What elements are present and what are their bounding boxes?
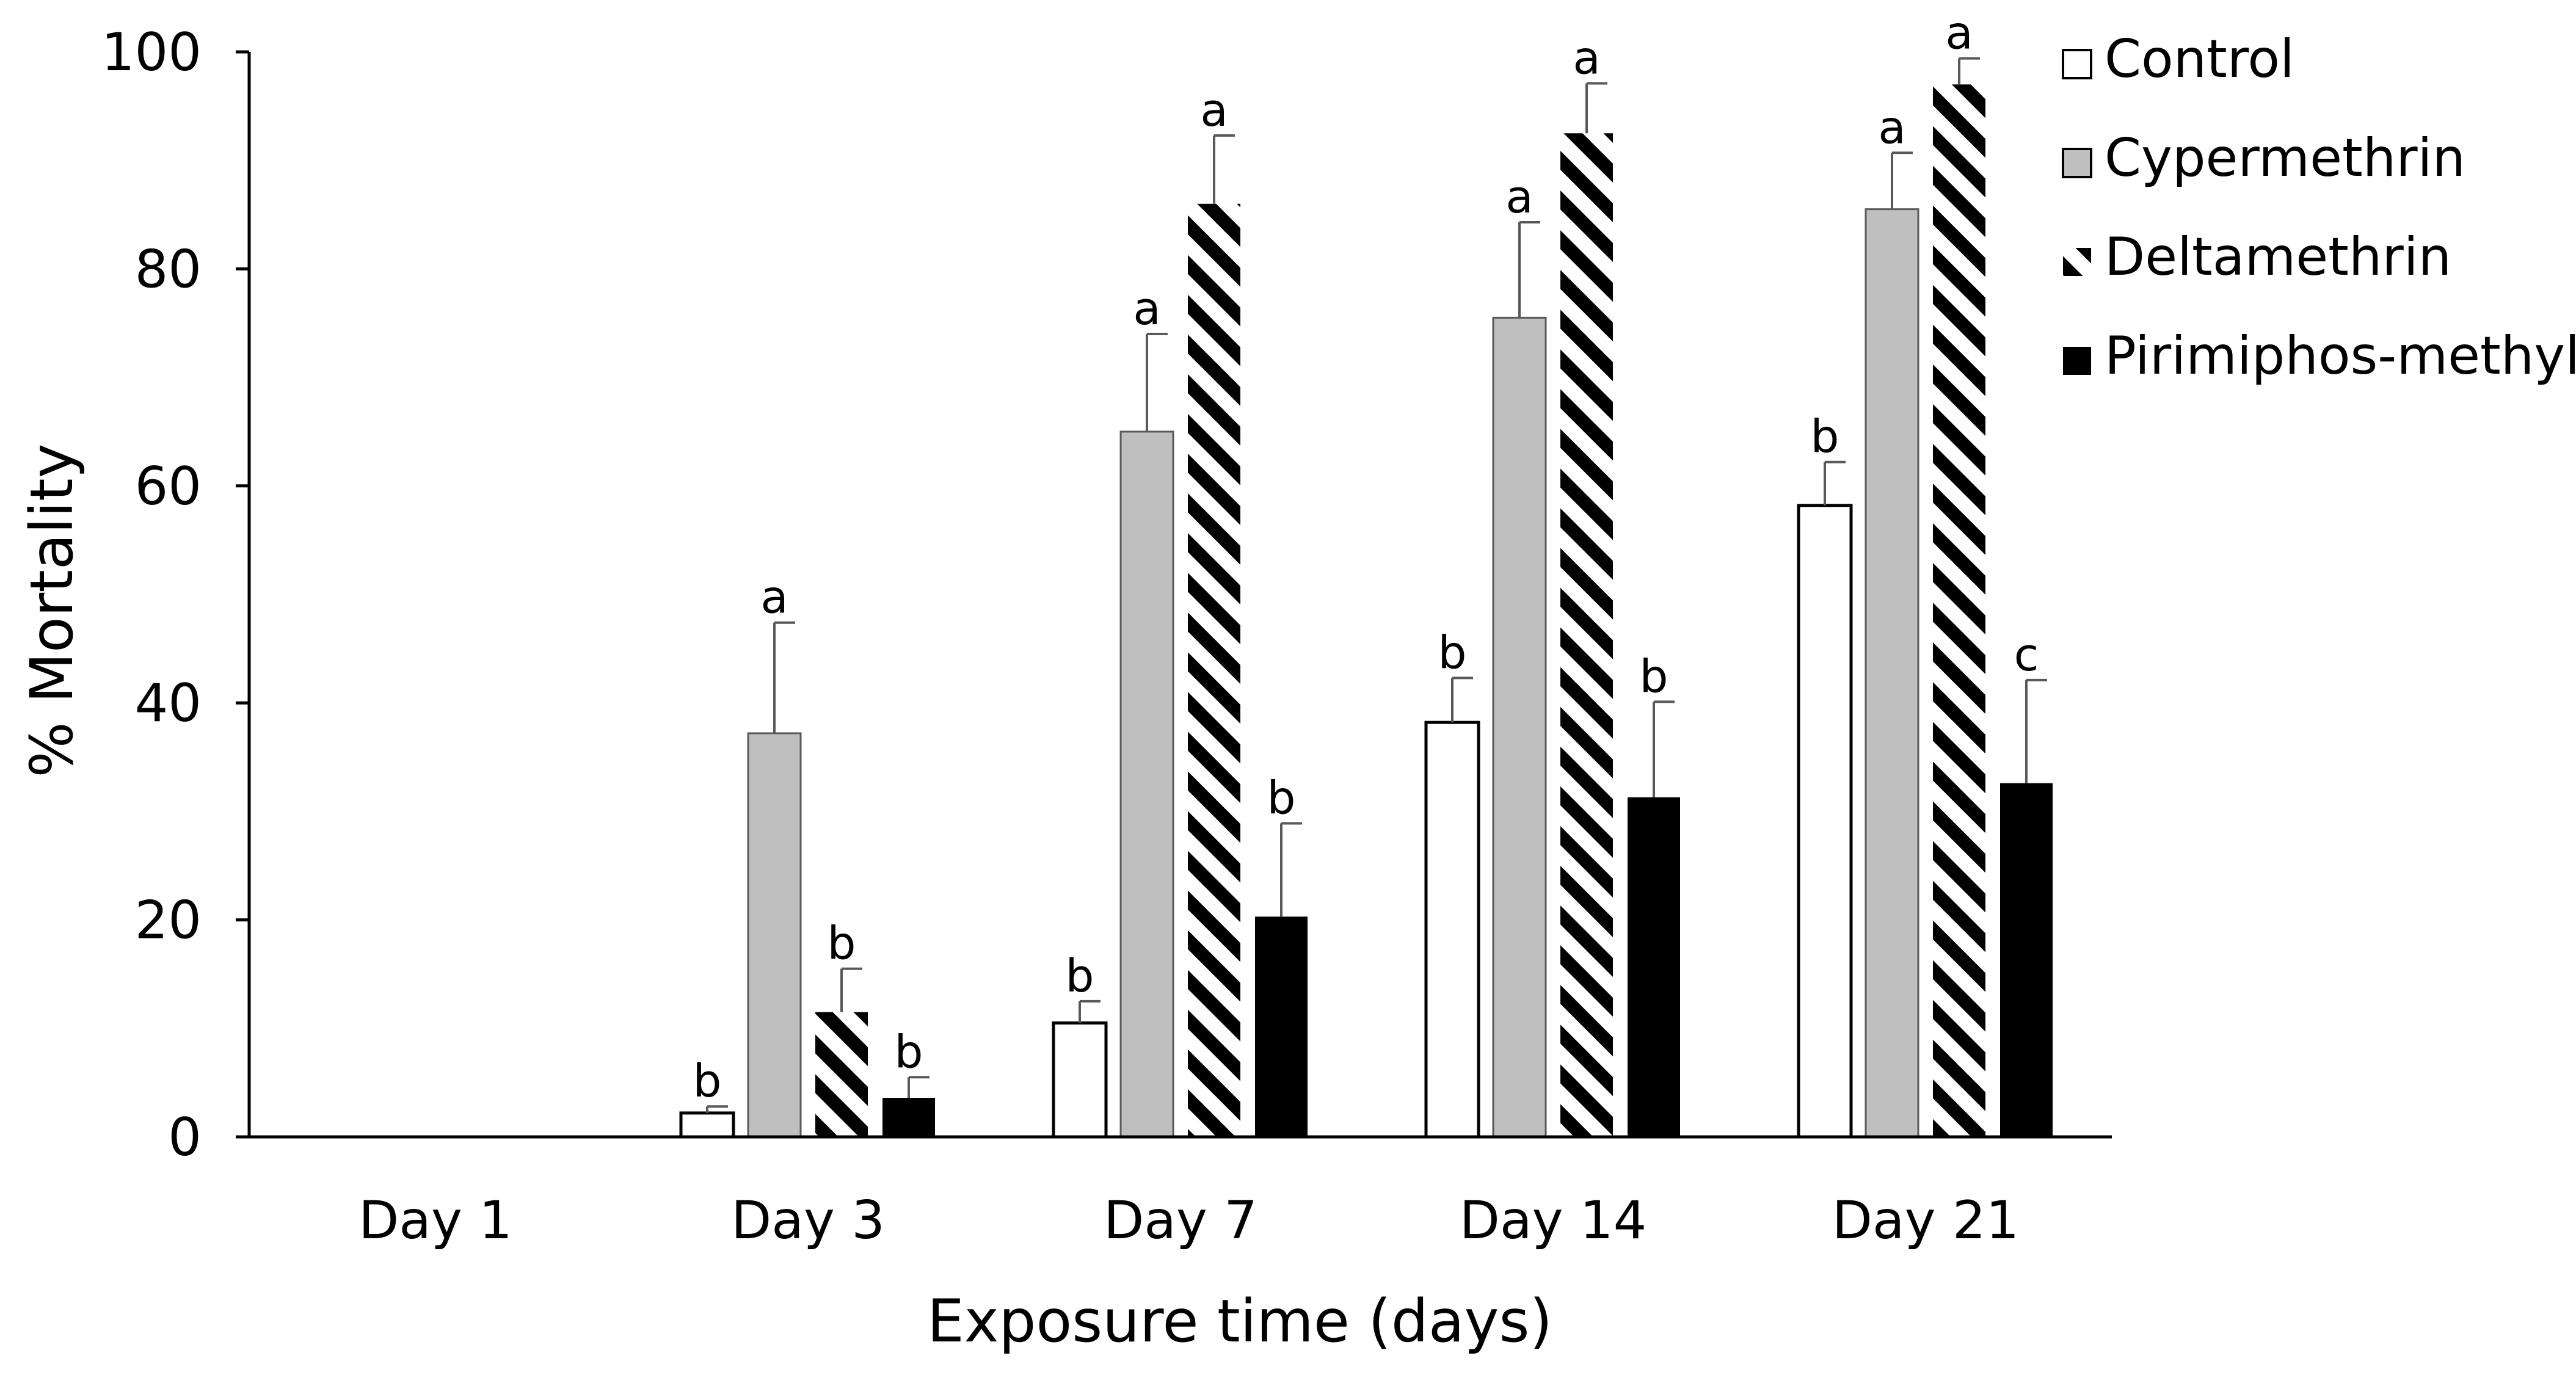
legend-swatch-pirimiphos-methyl [2063,347,2091,375]
significance-label: b [1267,772,1296,824]
x-tick-label: Day 14 [1460,1190,1647,1251]
significance-label: a [1200,84,1228,137]
bar-control-day-14 [1424,720,1480,1139]
significance-label: b [895,1026,923,1078]
x-axis-title: Exposure time (days) [927,1287,1552,1355]
bar-deltamethrin-day-7 [1188,203,1240,1137]
significance-label: a [1878,101,1905,154]
error-bars-layer [706,57,2047,1113]
significance-label: a [1573,32,1600,85]
significance-label: a [1505,171,1533,223]
x-tick-labels: Day 1 Day 3 Day 7 Day 14 Day 21 [358,1190,2019,1251]
y-tick-label: 40 [135,673,202,734]
legend-swatch-deltamethrin [2063,248,2091,276]
legend: Control Cypermethrin Deltamethrin Pirimipho… [2062,29,2576,386]
y-tick-label: 20 [135,890,202,951]
legend-swatch-control [2062,49,2092,79]
x-tick-label: Day 7 [1104,1190,1257,1251]
legend-swatch-cypermethrin [2062,148,2092,178]
bar-pirimiphos-methyl-day-7 [1255,916,1308,1137]
significance-label: a [760,571,788,624]
y-tick-label: 100 [101,22,202,83]
significance-label: a [1133,283,1160,335]
bar-pirimiphos-methyl-day-14 [1628,797,1680,1137]
bar-cypermethrin-day-3 [747,732,802,1138]
x-tick-label: Day 1 [358,1190,512,1251]
bar-pirimiphos-methyl-day-3 [882,1098,935,1137]
bar-control-day-3 [679,1111,735,1139]
legend-label-cypermethrin: Cypermethrin [2105,128,2465,189]
legend-label-control: Control [2105,29,2294,90]
significance-label: b [1066,950,1094,1003]
y-tick-label: 80 [135,239,202,300]
y-tick-labels: 0 20 40 60 80 100 [101,22,249,1168]
y-tick-label: 0 [168,1107,202,1168]
bar-pirimiphos-methyl-day-21 [2000,783,2053,1137]
bars-layer [679,84,2053,1139]
significance-label: a [1945,7,1973,60]
significance-label: c [2014,629,2039,681]
bar-deltamethrin-day-21 [1933,84,1985,1137]
bar-deltamethrin-day-14 [1560,133,1613,1137]
bar-cypermethrin-day-21 [1865,208,1919,1138]
bar-control-day-7 [1052,1021,1108,1139]
significance-label: b [1438,626,1467,679]
significance-label: b [828,918,856,970]
bar-control-day-21 [1797,504,1853,1139]
significance-label: b [1640,650,1668,703]
legend-label-pirimiphos-methyl: Pirimiphos-methyl [2105,325,2576,386]
significance-label: b [693,1055,722,1108]
bar-deltamethrin-day-3 [815,1012,868,1137]
bar-cypermethrin-day-7 [1119,430,1174,1138]
bar-cypermethrin-day-14 [1492,316,1547,1138]
legend-label-deltamethrin: Deltamethrin [2105,227,2451,288]
x-tick-label: Day 21 [1832,1190,2020,1251]
y-axis-title: % Mortality [18,443,86,777]
x-tick-label: Day 3 [731,1190,885,1251]
y-tick-label: 60 [135,456,202,517]
significance-label: b [1811,411,1839,463]
axes-layer [247,52,2112,1139]
